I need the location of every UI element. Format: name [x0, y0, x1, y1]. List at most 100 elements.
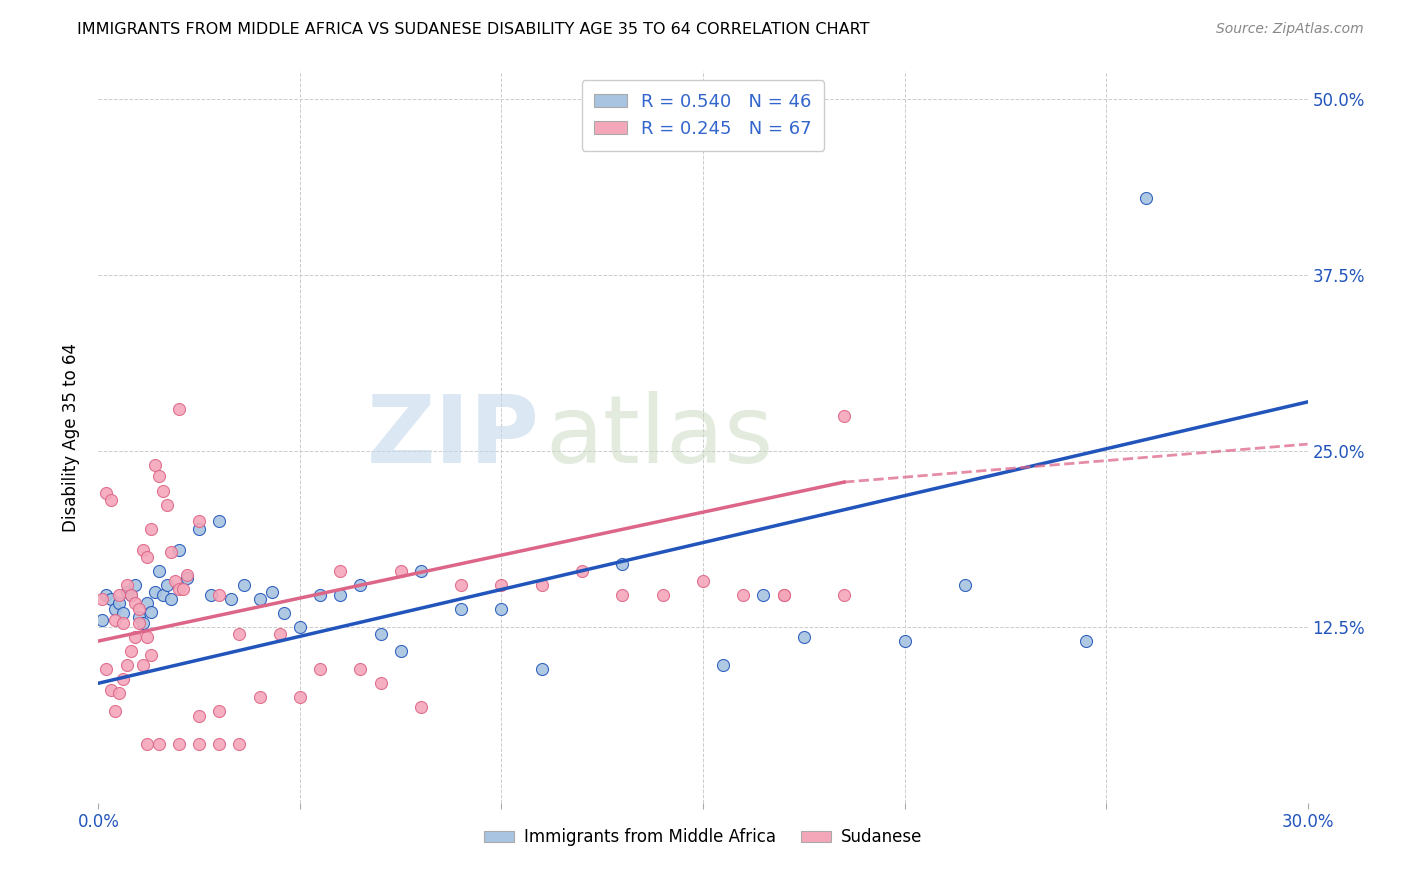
- Point: [135, 596, 157, 610]
- Point: [115, 657, 138, 672]
- Point: [148, 737, 170, 751]
- Point: [91, 613, 114, 627]
- Point: [530, 578, 553, 592]
- Point: [91, 591, 114, 606]
- Point: [309, 662, 332, 676]
- Point: [160, 545, 183, 559]
- Text: IMMIGRANTS FROM MIDDLE AFRICA VS SUDANESE DISABILITY AGE 35 TO 64 CORRELATION CH: IMMIGRANTS FROM MIDDLE AFRICA VS SUDANES…: [77, 22, 870, 37]
- Point: [208, 737, 231, 751]
- Point: [953, 578, 976, 592]
- Point: [349, 578, 371, 592]
- Point: [491, 578, 513, 592]
- Point: [111, 606, 134, 620]
- Point: [103, 601, 125, 615]
- Point: [832, 588, 855, 602]
- Point: [156, 498, 179, 512]
- Point: [409, 700, 432, 714]
- Point: [288, 620, 311, 634]
- Point: [1135, 191, 1157, 205]
- Point: [115, 578, 138, 592]
- Point: [124, 630, 146, 644]
- Point: [1074, 634, 1097, 648]
- Point: [793, 630, 815, 644]
- Point: [176, 568, 198, 582]
- Point: [148, 564, 170, 578]
- Point: [208, 705, 231, 719]
- Point: [249, 690, 271, 705]
- Point: [188, 737, 211, 751]
- Point: [107, 596, 129, 610]
- Point: [135, 630, 157, 644]
- Point: [260, 584, 283, 599]
- Legend: R = 0.540   N = 46, R = 0.245   N = 67: R = 0.540 N = 46, R = 0.245 N = 67: [582, 80, 824, 151]
- Point: [152, 588, 174, 602]
- Point: [124, 578, 146, 592]
- Point: [132, 615, 155, 630]
- Point: [232, 578, 254, 592]
- Point: [288, 690, 311, 705]
- Point: [450, 578, 472, 592]
- Point: [208, 515, 231, 529]
- Point: [733, 588, 755, 602]
- Point: [612, 557, 634, 571]
- Point: [115, 584, 138, 599]
- Point: [148, 469, 170, 483]
- Point: [143, 584, 166, 599]
- Point: [103, 613, 125, 627]
- Point: [772, 588, 794, 602]
- Point: [167, 542, 190, 557]
- Point: [832, 409, 855, 423]
- Point: [111, 615, 134, 630]
- Point: [309, 588, 332, 602]
- Point: [128, 601, 150, 615]
- Point: [107, 588, 129, 602]
- Point: [249, 591, 271, 606]
- Point: [100, 683, 122, 698]
- Point: [329, 588, 352, 602]
- Point: [139, 521, 162, 535]
- Point: [711, 657, 734, 672]
- Point: [96, 662, 118, 676]
- Point: [120, 588, 142, 602]
- Point: [156, 578, 179, 592]
- Point: [100, 591, 122, 606]
- Point: [132, 542, 155, 557]
- Point: [152, 483, 174, 498]
- Point: [450, 601, 472, 615]
- Text: ZIP: ZIP: [367, 391, 540, 483]
- Point: [172, 582, 194, 596]
- Point: [139, 605, 162, 619]
- Point: [349, 662, 371, 676]
- Point: [772, 588, 794, 602]
- Point: [269, 627, 291, 641]
- Point: [103, 705, 125, 719]
- Point: [409, 564, 432, 578]
- Point: [188, 708, 211, 723]
- Point: [111, 672, 134, 686]
- Point: [221, 591, 243, 606]
- Point: [389, 644, 412, 658]
- Point: [160, 591, 183, 606]
- Point: [107, 686, 129, 700]
- Point: [163, 574, 186, 588]
- Point: [128, 610, 150, 624]
- Point: [132, 657, 155, 672]
- Point: [143, 458, 166, 473]
- Point: [120, 644, 142, 658]
- Point: [128, 615, 150, 630]
- Point: [167, 737, 190, 751]
- Point: [329, 564, 352, 578]
- Point: [208, 588, 231, 602]
- Point: [188, 521, 211, 535]
- Point: [530, 662, 553, 676]
- Point: [188, 515, 211, 529]
- Y-axis label: Disability Age 35 to 64: Disability Age 35 to 64: [62, 343, 80, 532]
- Point: [124, 596, 146, 610]
- Point: [139, 648, 162, 662]
- Point: [893, 634, 915, 648]
- Point: [612, 588, 634, 602]
- Point: [651, 588, 673, 602]
- Point: [370, 627, 392, 641]
- Point: [120, 588, 142, 602]
- Point: [167, 582, 190, 596]
